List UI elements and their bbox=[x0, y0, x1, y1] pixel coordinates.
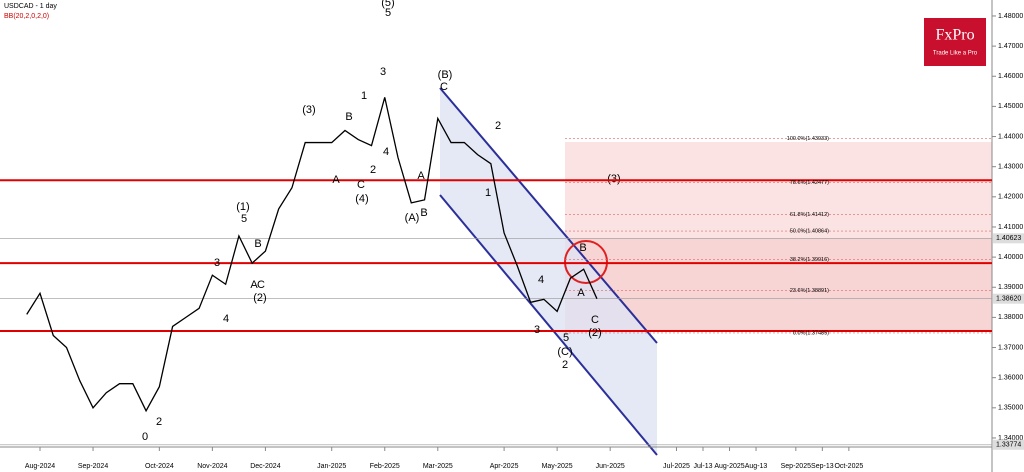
logo-box bbox=[924, 18, 986, 66]
wave-label: (C) bbox=[557, 346, 572, 358]
wave-label: C bbox=[257, 279, 265, 291]
wave-label: B bbox=[254, 238, 261, 250]
wave-label: 3 bbox=[380, 66, 386, 78]
wave-label: (B) bbox=[438, 69, 453, 81]
x-tick-label: Nov-2024 bbox=[197, 463, 227, 470]
wave-label: A bbox=[577, 287, 585, 299]
wave-label: A bbox=[332, 174, 340, 186]
fib-label: 50.0%(1.40864) bbox=[790, 229, 829, 235]
wave-label: A bbox=[417, 170, 425, 182]
fib-label: 0.0%(1.37485) bbox=[793, 330, 829, 336]
x-tick-label: Aug-2024 bbox=[25, 463, 55, 470]
x-tick-label: Oct-2024 bbox=[145, 463, 174, 470]
wave-label: B bbox=[579, 242, 586, 254]
price-label: 1.38620 bbox=[996, 296, 1021, 303]
x-tick-label: Sep-2025 bbox=[781, 463, 811, 470]
wave-label: B bbox=[345, 111, 352, 123]
y-tick-label: 1.42000 bbox=[998, 194, 1023, 201]
x-tick-label: Jan-2025 bbox=[317, 463, 346, 470]
wave-label: 2 bbox=[156, 416, 162, 428]
wave-label: 5 bbox=[241, 213, 247, 225]
fib-label: 23.6%(1.38891) bbox=[790, 288, 829, 294]
fib-label: 100.0%(1.43933) bbox=[787, 136, 829, 142]
wave-label: (2) bbox=[253, 292, 266, 304]
price-label: 1.33774 bbox=[996, 442, 1021, 449]
fib-label: 61.8%(1.41412) bbox=[790, 212, 829, 218]
wave-label: 5 bbox=[385, 7, 391, 19]
wave-label: 2 bbox=[495, 120, 501, 132]
logo: FxPro bbox=[935, 27, 974, 44]
fib-label: 38.2%(1.39916) bbox=[790, 257, 829, 263]
y-tick-label: 1.41000 bbox=[998, 224, 1023, 231]
price-line-series bbox=[26, 97, 598, 413]
wave-label: C bbox=[357, 179, 365, 191]
wave-label: A bbox=[250, 279, 258, 291]
x-tick-label: Aug-2025 bbox=[714, 463, 744, 470]
x-tick-label: May-2025 bbox=[542, 463, 573, 470]
wave-label: (1) bbox=[236, 201, 249, 213]
wave-label: (4) bbox=[355, 193, 368, 205]
wave-label: 5 bbox=[563, 332, 569, 344]
wave-label: 3 bbox=[214, 257, 220, 269]
chart-subtitle: BB(20,2,0,2,0) bbox=[4, 13, 49, 20]
x-tick-label: Dec-2024 bbox=[250, 463, 280, 470]
y-tick-label: 1.35000 bbox=[998, 405, 1023, 412]
x-tick-label: Jun-2025 bbox=[596, 463, 625, 470]
y-tick-label: 1.40000 bbox=[998, 254, 1023, 261]
fib-zone-inner bbox=[565, 238, 992, 330]
y-tick-label: 1.48000 bbox=[998, 13, 1023, 20]
wave-label: C bbox=[440, 81, 448, 93]
x-tick-label: Jul-13 bbox=[693, 463, 712, 470]
wave-label: 4 bbox=[538, 274, 544, 286]
wave-label: 4 bbox=[383, 146, 389, 158]
x-tick-label: Feb-2025 bbox=[370, 463, 400, 470]
wave-label: 0 bbox=[142, 431, 148, 443]
y-tick-label: 1.47000 bbox=[998, 43, 1023, 50]
logo-tagline: Trade Like a Pro bbox=[933, 51, 978, 57]
wave-label: 2 bbox=[370, 164, 376, 176]
x-tick-label: Jul-2025 bbox=[663, 463, 690, 470]
wave-label: (A) bbox=[405, 212, 420, 224]
y-tick-label: 1.38000 bbox=[998, 314, 1023, 321]
y-tick-label: 1.43000 bbox=[998, 164, 1023, 171]
fib-label: 78.6%(1.42477) bbox=[790, 180, 829, 186]
target-label: (3) bbox=[607, 173, 620, 185]
wave-label: (3) bbox=[302, 104, 315, 116]
wave-label: 4 bbox=[223, 313, 229, 325]
y-tick-label: 1.46000 bbox=[998, 73, 1023, 80]
y-tick-label: 1.45000 bbox=[998, 103, 1023, 110]
x-tick-label: Sep-2024 bbox=[78, 463, 108, 470]
y-tick-label: 1.39000 bbox=[998, 284, 1023, 291]
wave-label: B bbox=[420, 207, 427, 219]
price-box bbox=[993, 293, 1024, 304]
y-tick-label: 1.36000 bbox=[998, 375, 1023, 382]
y-tick-label: 1.44000 bbox=[998, 133, 1023, 140]
x-tick-label: Sep-13 bbox=[811, 463, 834, 470]
price-box bbox=[993, 439, 1024, 450]
y-tick-label: 1.37000 bbox=[998, 344, 1023, 351]
wave-label: 1 bbox=[361, 90, 367, 102]
wave-label: 3 bbox=[534, 324, 540, 336]
wave-label: (2) bbox=[588, 327, 601, 339]
price-box bbox=[993, 233, 1024, 244]
chart-title: USDCAD - 1 day bbox=[4, 3, 57, 10]
wave-label: C bbox=[591, 314, 599, 326]
y-tick-label: 1.34000 bbox=[998, 435, 1023, 442]
wave-label: (5) bbox=[381, 0, 394, 9]
x-tick-label: Apr-2025 bbox=[490, 463, 519, 470]
x-tick-label: Mar-2025 bbox=[423, 463, 453, 470]
price-label: 1.40623 bbox=[996, 235, 1021, 242]
x-tick-label: Aug-13 bbox=[745, 463, 768, 470]
x-tick-label: Oct-2025 bbox=[834, 463, 863, 470]
wave-label: 2 bbox=[562, 359, 568, 371]
channel-upper bbox=[439, 87, 658, 344]
wave-label: 1 bbox=[485, 187, 491, 199]
highlight-circle bbox=[564, 240, 608, 284]
